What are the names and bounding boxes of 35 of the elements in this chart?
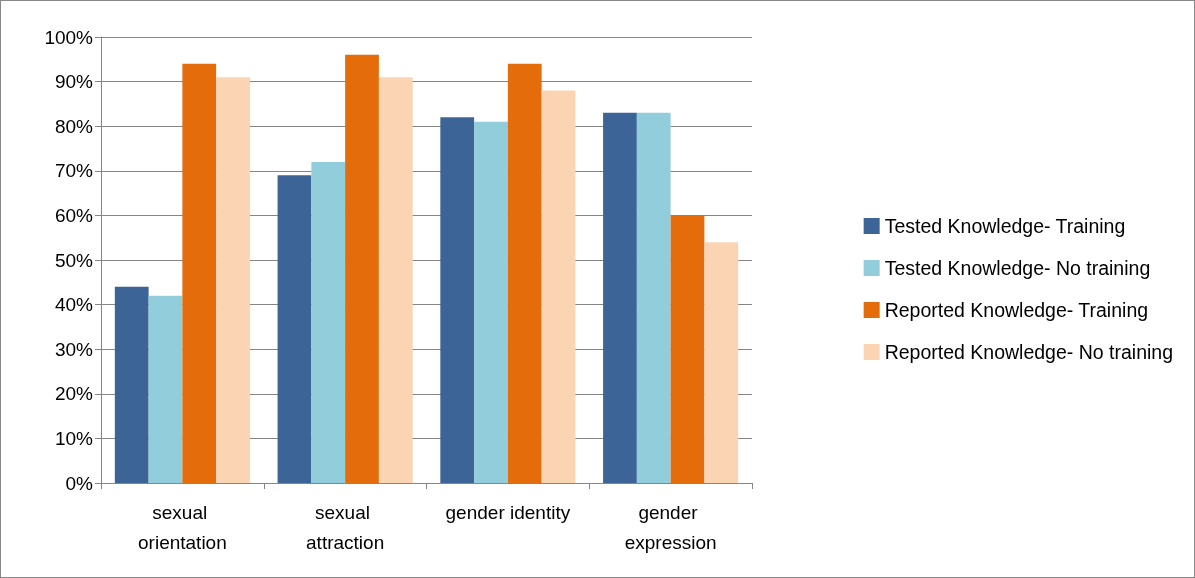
y-tick-label: 40% (54, 294, 94, 316)
legend-label: Reported Knowledge- Training (884, 299, 1149, 321)
y-tick-label: 0% (65, 472, 94, 494)
y-tick-label: 60% (54, 204, 94, 226)
x-tick-label: sexual orientation (138, 501, 227, 553)
y-tick-label: 10% (54, 427, 94, 449)
legend-label: Tested Knowledge- Training (884, 215, 1126, 237)
bar (311, 161, 346, 483)
legend-label: Reported Knowledge- No training (884, 341, 1173, 363)
x-tick-label: sexual attraction (306, 501, 385, 553)
y-tick-label: 80% (54, 115, 94, 137)
bar (148, 295, 183, 483)
bar (636, 112, 671, 483)
y-tick-label: 30% (54, 338, 94, 360)
y-tick-label: 100% (44, 26, 94, 48)
bar (541, 90, 576, 483)
bar (182, 63, 217, 483)
bar (704, 242, 739, 483)
bar (114, 286, 149, 483)
y-tick-label: 90% (54, 71, 94, 93)
bar (277, 175, 312, 483)
y-tick-label: 70% (54, 160, 94, 182)
y-tick-label: 20% (54, 383, 94, 405)
x-tick-label: gender expression (624, 501, 717, 553)
bar (603, 112, 637, 483)
y-tick-label: 50% (54, 249, 94, 271)
legend-label: Tested Knowledge- No training (884, 257, 1151, 279)
bar (670, 215, 705, 483)
bar (440, 117, 475, 483)
bar (507, 63, 542, 483)
bar (216, 77, 250, 483)
bar (345, 54, 379, 483)
bar (474, 121, 508, 483)
x-tick-label: gender identity (445, 501, 571, 523)
bar (378, 77, 413, 483)
